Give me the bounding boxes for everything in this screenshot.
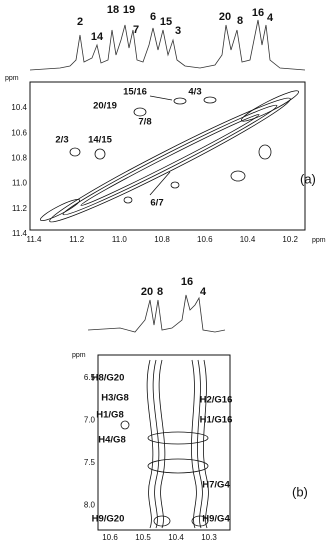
x-tick-label: 11.0 xyxy=(112,235,128,244)
cross-peak-label: H4/G8 xyxy=(98,435,125,446)
y-tick-label: 8.0 xyxy=(84,501,96,510)
peak-label: 3 xyxy=(175,25,181,37)
y-tick-label: 10.4 xyxy=(11,103,27,112)
peak-label: 18 xyxy=(107,4,119,16)
peak-label: 16 xyxy=(181,276,193,288)
cross-peak-label: H1/G16 xyxy=(200,415,233,426)
x-tick-label: 10.5 xyxy=(135,533,151,542)
peak-label: 4 xyxy=(267,12,274,24)
cross-peak-label: H2/G16 xyxy=(200,395,233,406)
pointer xyxy=(149,171,171,196)
x-tick-label: 10.8 xyxy=(154,235,170,244)
contours xyxy=(39,90,300,223)
cross-peak-label: H7/G4 xyxy=(202,480,230,491)
peak-label: 2 xyxy=(77,16,83,28)
cross-peak-label: 6/7 xyxy=(150,198,163,209)
contours xyxy=(120,359,209,529)
x-tick-label: 10.6 xyxy=(197,235,213,244)
peak-label: 7 xyxy=(133,24,139,36)
y-tick-label: 10.6 xyxy=(11,128,27,137)
cross-peak-label: 20/19 xyxy=(93,101,117,112)
peak-label: 15 xyxy=(160,16,172,28)
y-tick-label: 10.8 xyxy=(11,154,27,163)
y-unit: ppm xyxy=(5,75,19,82)
cross-peak-label: 15/16 xyxy=(123,87,147,98)
cross-peak-label: H3/G8 xyxy=(101,393,128,404)
peak-label: 20 xyxy=(219,11,231,23)
panel-label: (a) xyxy=(300,171,316,186)
x-tick-label: 10.4 xyxy=(240,235,256,244)
plot-frame xyxy=(97,354,231,531)
peak-label: 6 xyxy=(150,11,156,23)
cross-peak-label: 4/3 xyxy=(188,87,201,98)
panel-label: (b) xyxy=(292,484,308,499)
spectrum-1d xyxy=(87,294,226,333)
y-tick-label: 11.2 xyxy=(12,204,28,213)
cross-peak-label: H9/G20 xyxy=(92,514,125,525)
y-tick-label: 6.5 xyxy=(84,373,96,382)
cross-peak-label: H9/G4 xyxy=(202,514,230,525)
x-tick-label: 10.2 xyxy=(282,235,298,244)
peak-label: 19 xyxy=(123,4,135,16)
x-tick-label: 11.4 xyxy=(27,235,43,244)
cross-peak-label: 7/8 xyxy=(138,117,151,128)
cross-peak-label: 14/15 xyxy=(88,135,112,146)
y-tick-label: 11.4 xyxy=(12,229,28,238)
x-tick-label: 11.2 xyxy=(69,235,85,244)
plot-frame xyxy=(29,81,306,231)
y-unit: ppm xyxy=(72,352,86,359)
x-tick-label: 10.3 xyxy=(201,533,217,542)
x-unit: ppm xyxy=(312,237,326,244)
peak-label: 8 xyxy=(237,15,243,27)
peak-label: 14 xyxy=(91,31,104,43)
peak-label: 8 xyxy=(157,286,163,298)
peak-label: 20 xyxy=(141,286,153,298)
cross-peak-label: H8/G20 xyxy=(92,373,125,384)
peak-label: 16 xyxy=(252,7,264,19)
x-tick-label: 10.4 xyxy=(168,533,184,542)
y-tick-label: 7.0 xyxy=(84,416,96,425)
pointer xyxy=(149,95,173,101)
spectrum-1d xyxy=(29,19,306,71)
x-tick-label: 10.6 xyxy=(102,533,118,542)
cross-peak-label: H1/G8 xyxy=(96,410,123,421)
cross-peak-label: 2/3 xyxy=(55,135,68,146)
peak-label: 4 xyxy=(200,286,207,298)
y-tick-label: 7.5 xyxy=(84,458,96,467)
y-tick-label: 11.0 xyxy=(12,179,28,188)
